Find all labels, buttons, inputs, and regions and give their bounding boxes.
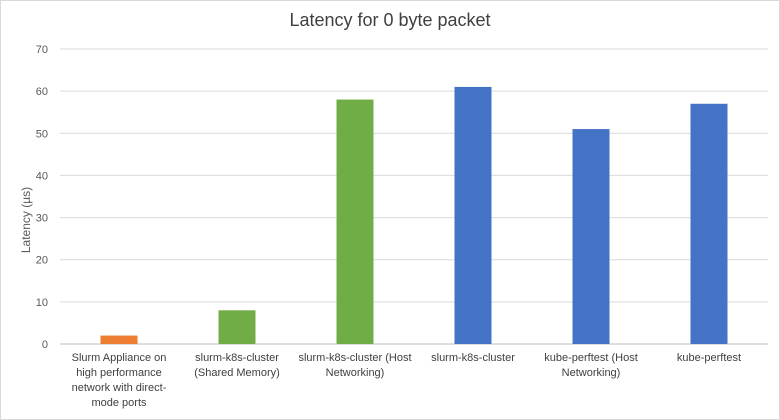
x-tick-label-line: network with direct- <box>72 382 167 394</box>
x-tick-label: kube-perftest (Host Networking) <box>544 352 638 379</box>
y-tick-label: 20 <box>36 255 48 267</box>
bar <box>218 310 256 344</box>
x-tick-label-line: Networking) <box>562 367 621 379</box>
y-tick-label: 60 <box>36 86 48 98</box>
y-tick-label: 30 <box>36 213 48 225</box>
y-tick-label: 50 <box>36 128 48 140</box>
x-tick-label: slurm-k8s-cluster (Shared Memory) <box>194 352 280 379</box>
x-tick-label-line: slurm-k8s-cluster <box>431 352 515 364</box>
x-tick-label-line: slurm-k8s-cluster <box>195 352 279 364</box>
y-tick-label: 40 <box>36 170 48 182</box>
bar <box>690 103 728 345</box>
bar <box>572 129 610 344</box>
x-tick-label: kube-perftest <box>677 352 741 364</box>
x-tick-label-line: Slurm Appliance on <box>72 352 167 364</box>
x-tick-label: Slurm Appliance on high performance networ… <box>72 352 167 409</box>
bar <box>454 86 492 344</box>
x-tick-label-line: high performance <box>76 367 162 379</box>
y-tick-label: 70 <box>36 44 48 56</box>
x-tick-label-line: kube-perftest (Host <box>544 352 638 364</box>
x-tick-label-line: (Shared Memory) <box>194 367 280 379</box>
x-tick-label-line: mode ports <box>91 397 147 409</box>
x-tick-label-line: Networking) <box>326 367 385 379</box>
chart-title: Latency for 0 byte packet <box>289 10 491 30</box>
x-tick-label-line: slurm-k8s-cluster (Host <box>298 352 411 364</box>
x-tick-label: slurm-k8s-cluster <box>431 352 515 364</box>
x-tick-label-line: kube-perftest <box>677 352 741 364</box>
x-tick-label: slurm-k8s-cluster (Host Networking) <box>298 352 411 379</box>
bar <box>100 335 138 344</box>
y-tick-label: 10 <box>36 297 48 309</box>
y-tick-label: 0 <box>42 339 48 351</box>
bar <box>336 99 374 344</box>
